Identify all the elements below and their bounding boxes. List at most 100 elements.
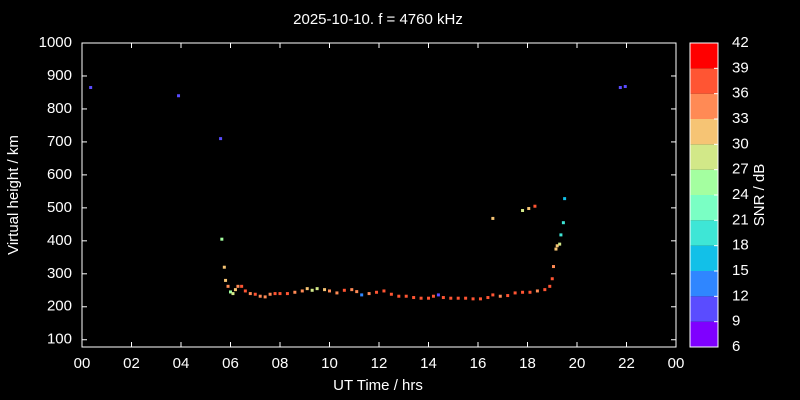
data-point xyxy=(441,296,445,300)
data-point xyxy=(555,244,559,248)
colorbar-bin xyxy=(690,220,718,246)
x-tick-label: 14 xyxy=(420,355,437,372)
data-point xyxy=(528,290,532,294)
data-point xyxy=(253,292,257,296)
colorbar-tick-label: 21 xyxy=(732,211,749,228)
data-point xyxy=(449,296,453,300)
data-point xyxy=(521,290,525,294)
data-point xyxy=(293,290,297,294)
colorbar-tick-label: 39 xyxy=(732,59,749,76)
data-point xyxy=(258,294,262,298)
y-axis-label: Virtual height / km xyxy=(5,135,22,255)
x-axis-label: UT Time / hrs xyxy=(333,377,423,394)
data-point xyxy=(431,294,435,298)
data-point xyxy=(268,292,272,296)
data-point xyxy=(240,284,244,288)
colorbar-bin xyxy=(690,245,718,271)
data-point xyxy=(551,265,555,269)
y-tick-label: 200 xyxy=(47,298,72,315)
y-tick-label: 800 xyxy=(47,100,72,117)
colorbar-tick-label: 18 xyxy=(732,237,749,254)
colorbar-bin xyxy=(690,43,718,69)
data-point xyxy=(355,290,359,294)
data-point xyxy=(300,289,304,293)
chart-title: 2025-10-10. f = 4760 kHz xyxy=(293,11,463,28)
x-tick-label: 22 xyxy=(618,355,635,372)
y-tick-label: 400 xyxy=(47,232,72,249)
data-point xyxy=(618,86,622,90)
data-point xyxy=(558,242,562,246)
colorbar-tick-label: 36 xyxy=(732,85,749,102)
data-point xyxy=(243,289,247,293)
data-point xyxy=(554,247,558,251)
data-point xyxy=(233,288,237,292)
data-point xyxy=(456,296,460,300)
data-point xyxy=(323,288,327,292)
data-point xyxy=(548,284,552,288)
data-point xyxy=(623,85,627,89)
data-point xyxy=(248,292,252,296)
x-tick-label: 00 xyxy=(668,355,685,372)
y-tick-label: 600 xyxy=(47,166,72,183)
data-point xyxy=(404,294,408,298)
x-tick-label: 06 xyxy=(222,355,239,372)
data-point xyxy=(491,293,495,297)
x-tick-label: 20 xyxy=(569,355,586,372)
colorbar-bin xyxy=(690,169,718,195)
colorbar-tick-label: 30 xyxy=(732,135,749,152)
data-point xyxy=(478,297,482,301)
data-point xyxy=(436,293,440,297)
x-tick-label: 16 xyxy=(470,355,487,372)
data-point xyxy=(222,265,226,269)
data-point xyxy=(535,289,539,293)
x-tick-label: 00 xyxy=(74,355,91,372)
x-tick-label: 18 xyxy=(519,355,536,372)
data-point xyxy=(521,208,525,212)
colorbar-bin xyxy=(690,195,718,221)
data-point xyxy=(224,278,228,282)
data-point xyxy=(328,289,331,293)
data-point xyxy=(563,197,567,201)
colorbar-tick-label: 6 xyxy=(732,338,740,355)
data-point xyxy=(360,293,364,297)
colorbar-tick-label: 24 xyxy=(732,186,749,203)
data-point xyxy=(533,204,537,208)
data-point xyxy=(367,292,371,296)
data-point xyxy=(389,292,393,296)
y-tick-label: 900 xyxy=(47,67,72,84)
data-point xyxy=(491,216,495,220)
x-tick-label: 12 xyxy=(371,355,388,372)
data-point xyxy=(342,288,346,292)
data-point xyxy=(427,296,430,300)
y-tick-label: 300 xyxy=(47,265,72,282)
data-point xyxy=(285,292,289,296)
colorbar-tick-label: 15 xyxy=(732,262,749,279)
data-point xyxy=(419,296,423,300)
x-tick-label: 04 xyxy=(173,355,190,372)
data-point xyxy=(471,297,475,301)
colorbar-bin xyxy=(690,68,718,94)
data-point xyxy=(278,292,282,296)
data-point xyxy=(559,233,563,237)
data-point xyxy=(464,296,468,300)
data-point xyxy=(513,291,517,295)
data-point xyxy=(350,288,354,292)
colorbar-tick-label: 42 xyxy=(732,34,749,51)
colorbar-tick-label: 33 xyxy=(732,110,749,127)
colorbar-bin xyxy=(690,296,718,322)
x-tick-label: 02 xyxy=(123,355,140,372)
data-point xyxy=(397,294,401,298)
colorbar-bin xyxy=(690,271,718,297)
data-point xyxy=(263,295,267,299)
data-point xyxy=(375,290,379,294)
y-tick-label: 700 xyxy=(47,133,72,150)
data-point xyxy=(506,294,510,298)
data-point xyxy=(527,207,531,211)
colorbar-tick-label: 9 xyxy=(732,313,740,330)
x-tick-label: 10 xyxy=(321,355,338,372)
data-point xyxy=(220,237,224,241)
colorbar-bin xyxy=(690,93,718,119)
data-point xyxy=(412,296,416,300)
